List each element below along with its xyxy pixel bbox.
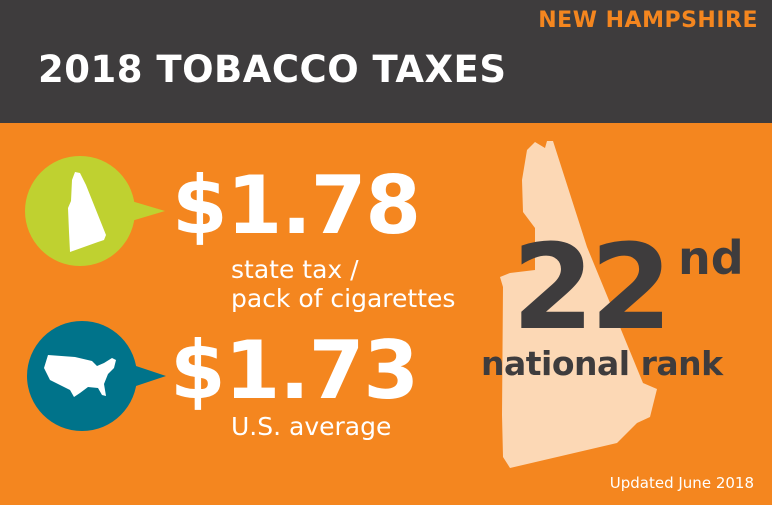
rank-label: national rank <box>481 344 723 383</box>
header-bar: NEW HAMPSHIRE 2018 TOBACCO TAXES <box>0 0 772 123</box>
updated-date: Updated June 2018 <box>609 474 754 492</box>
rank-number: 22 <box>512 218 672 356</box>
us-average-label: U.S. average <box>231 412 392 441</box>
new-hampshire-map-icon <box>68 172 106 252</box>
state-name: NEW HAMPSHIRE <box>538 8 758 33</box>
rank-suffix: nd <box>678 231 744 285</box>
state-tax-label: state tax / pack of cigarettes <box>231 255 455 313</box>
us-average-value: $1.73 <box>170 324 419 417</box>
state-tax-label-line1: state tax / <box>231 255 359 284</box>
usa-map-icon <box>44 355 116 397</box>
state-tax-label-line2: pack of cigarettes <box>231 284 456 313</box>
state-tax-value: $1.78 <box>172 159 421 252</box>
new-hampshire-large-shape <box>500 141 657 468</box>
page-title: 2018 TOBACCO TAXES <box>38 48 507 91</box>
